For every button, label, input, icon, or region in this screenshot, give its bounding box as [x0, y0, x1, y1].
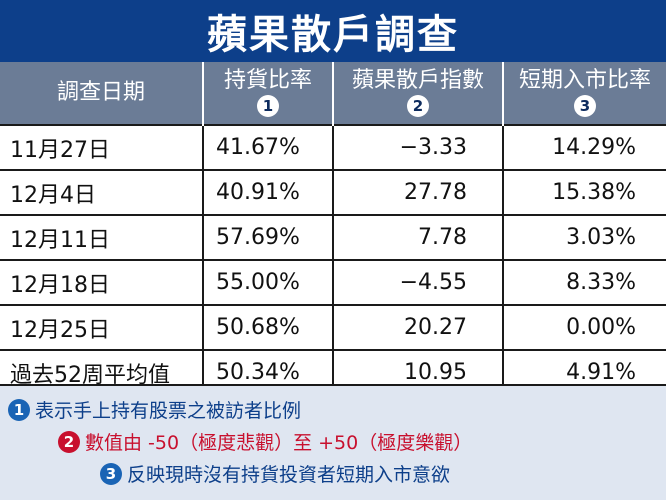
table-row: 12月4日 40.91% 27.78 15.38% [0, 170, 666, 216]
cell-short: 3.03% [502, 215, 666, 261]
cell-holding: 41.67% [202, 124, 333, 171]
note-mark-2: 2 [58, 430, 80, 453]
footnote-text: 數值由 -50（極度悲觀）至 +50（極度樂觀） [85, 432, 473, 454]
footnote-2: 2 數值由 -50（極度悲觀）至 +50（極度樂觀） [58, 428, 472, 455]
survey-table: 調查日期 持貨比率 1 蘋果散戶指數 2 短期入市比率 3 11月27日 41.… [0, 62, 666, 396]
table-row: 12月25日 50.68% 20.27 0.00% [0, 305, 666, 351]
footnote-text: 反映現時沒有持貨投資者短期入市意欲 [127, 464, 451, 486]
cell-short: 15.38% [502, 170, 666, 216]
cell-index: 27.78 [332, 170, 503, 216]
cell-short: 0.00% [502, 305, 666, 351]
table-row: 11月27日 41.67% −3.33 14.29% [0, 124, 666, 171]
cell-short: 8.33% [502, 260, 666, 306]
header-date: 調查日期 [0, 62, 203, 125]
table-row: 12月18日 55.00% −4.55 8.33% [0, 260, 666, 306]
cell-short: 14.29% [502, 124, 666, 171]
footnotes: 1 表示手上持有股票之被訪者比例 2 數值由 -50（極度悲觀）至 +50（極度… [0, 384, 666, 500]
cell-holding: 55.00% [202, 260, 333, 306]
header-holding-ratio: 持貨比率 1 [202, 62, 333, 125]
mark-1: 1 [257, 95, 279, 117]
cell-date: 12月4日 [0, 170, 203, 216]
table-row: 12月11日 57.69% 7.78 3.03% [0, 215, 666, 261]
footnote-1: 1 表示手上持有股票之被訪者比例 [8, 396, 301, 423]
chart-title: 蘋果散戶調查 [207, 12, 459, 58]
cell-date: 12月25日 [0, 305, 203, 351]
cell-index: −4.55 [332, 260, 503, 306]
cell-index: −3.33 [332, 124, 503, 171]
cell-index: 7.78 [332, 215, 503, 261]
mark-3: 3 [574, 95, 596, 117]
footnote-3: 3 反映現時沒有持貨投資者短期入市意欲 [100, 460, 450, 487]
header-short-term-entry: 短期入市比率 3 [502, 62, 666, 125]
cell-date: 12月18日 [0, 260, 203, 306]
header-retail-index: 蘋果散戶指數 2 [332, 62, 503, 125]
cell-date: 12月11日 [0, 215, 203, 261]
cell-date: 11月27日 [0, 124, 203, 171]
header-row: 調查日期 持貨比率 1 蘋果散戶指數 2 短期入市比率 3 [0, 62, 666, 125]
title-bar: 蘋果散戶調查 [0, 0, 666, 62]
footnote-text: 表示手上持有股票之被訪者比例 [35, 400, 302, 422]
cell-holding: 50.68% [202, 305, 333, 351]
cell-index: 20.27 [332, 305, 503, 351]
mark-2: 2 [407, 95, 429, 117]
note-mark-3: 3 [100, 462, 122, 485]
cell-holding: 40.91% [202, 170, 333, 216]
note-mark-1: 1 [8, 398, 30, 421]
cell-holding: 57.69% [202, 215, 333, 261]
